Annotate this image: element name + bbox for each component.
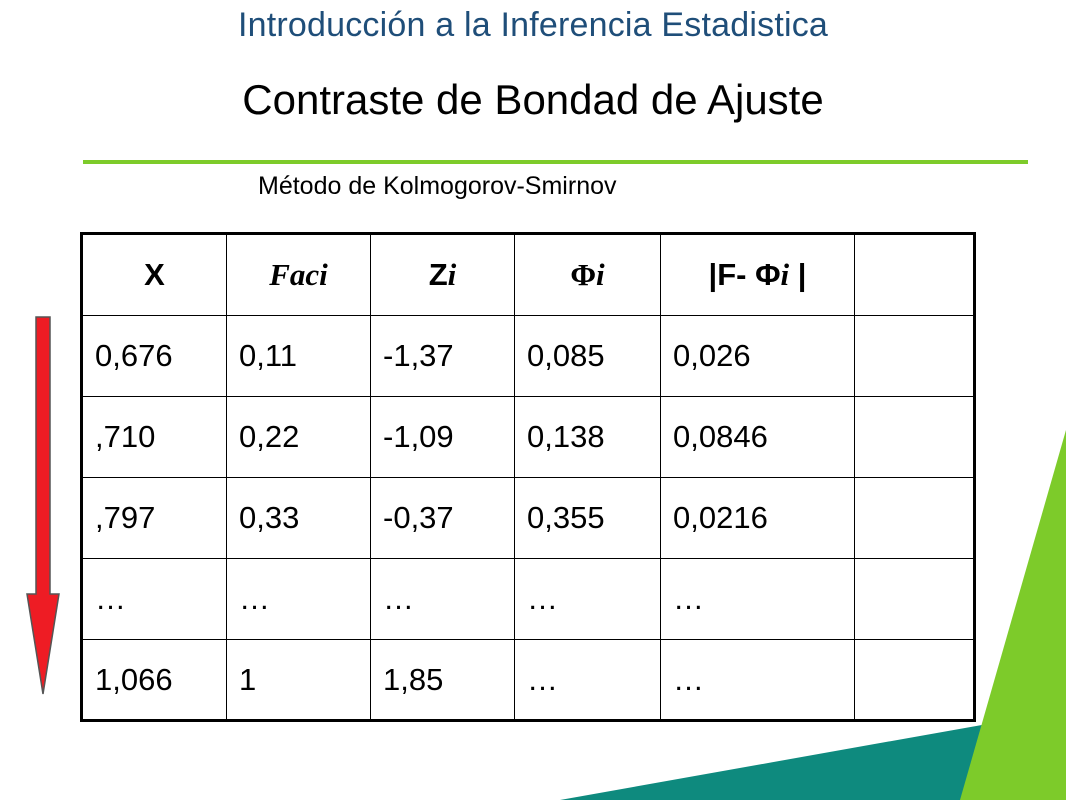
cell-faci: 0,11: [226, 315, 371, 397]
course-title: Introducción a la Inferencia Estadistica: [237, 6, 829, 44]
cell-phi-i: 0,085: [514, 315, 661, 397]
cell-faci: 0,33: [226, 477, 371, 559]
table-row: … … … … …: [81, 558, 975, 640]
cell-faci: 1: [226, 639, 371, 721]
cell-phi-i: 0,355: [514, 477, 661, 559]
table-row: 0,676 0,11 -1,37 0,085 0,026: [81, 315, 975, 397]
green-corner-shape: [960, 430, 1066, 805]
header-faci: Faci: [226, 233, 371, 316]
cell-empty: [854, 477, 975, 559]
teal-corner-shape: [560, 680, 1066, 805]
header-empty: [854, 233, 975, 316]
cell-x: 1,066: [81, 639, 227, 721]
header-zi: Zi: [370, 233, 515, 316]
cell-faci: 0,22: [226, 396, 371, 478]
ks-table: X Faci Zi Φi |F- Φi | 0,676 0,11 -1,37 0…: [80, 232, 976, 722]
table-header-row: X Faci Zi Φi |F- Φi |: [81, 233, 975, 316]
cell-abs-diff: 0,0846: [660, 396, 855, 478]
cell-abs-diff: …: [660, 639, 855, 721]
cell-empty: [854, 639, 975, 721]
header-phi-i: Φi: [514, 233, 661, 316]
cell-empty: [854, 315, 975, 397]
cell-abs-diff: 0,026: [660, 315, 855, 397]
title-divider: [83, 160, 1028, 164]
cell-x: …: [81, 558, 227, 640]
cell-zi: -1,37: [370, 315, 515, 397]
slide-title: Contraste de Bondad de Ajuste: [242, 76, 824, 123]
cell-abs-diff: 0,0216: [660, 477, 855, 559]
header-x: X: [81, 233, 227, 316]
cell-empty: [854, 558, 975, 640]
cell-phi-i: …: [514, 558, 661, 640]
cell-phi-i: 0,138: [514, 396, 661, 478]
cell-phi-i: …: [514, 639, 661, 721]
cell-x: 0,676: [81, 315, 227, 397]
cell-zi: -0,37: [370, 477, 515, 559]
cell-empty: [854, 396, 975, 478]
cell-zi: 1,85: [370, 639, 515, 721]
table-row: ,710 0,22 -1,09 0,138 0,0846: [81, 396, 975, 478]
cell-x: ,797: [81, 477, 227, 559]
cell-faci: …: [226, 558, 371, 640]
method-label: Método de Kolmogorov-Smirnov: [258, 172, 617, 200]
table-row: ,797 0,33 -0,37 0,355 0,0216: [81, 477, 975, 559]
cell-zi: -1,09: [370, 396, 515, 478]
cell-zi: …: [370, 558, 515, 640]
header-abs-diff: |F- Φi |: [660, 233, 855, 316]
cell-x: ,710: [81, 396, 227, 478]
cell-abs-diff: …: [660, 558, 855, 640]
table-row: 1,066 1 1,85 … …: [81, 639, 975, 721]
down-arrow-icon: [26, 316, 60, 701]
